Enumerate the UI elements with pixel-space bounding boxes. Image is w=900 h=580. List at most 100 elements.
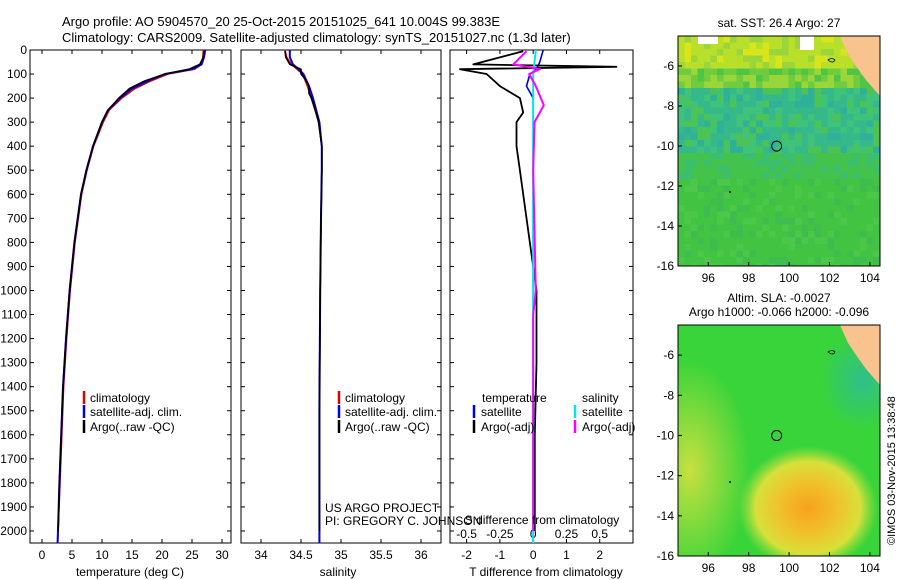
sst-cell — [691, 159, 698, 166]
sst-cell — [762, 198, 769, 205]
sst-cell — [762, 55, 769, 62]
sla-map-title-line1: Altim. SLA: -0.0027 — [727, 291, 831, 305]
sst-cell — [821, 172, 828, 179]
sst-cell — [827, 94, 834, 101]
sst-cell — [697, 88, 704, 95]
sst-cell — [704, 55, 711, 62]
sst-cell — [704, 211, 711, 218]
sst-cell — [853, 159, 860, 166]
sst-cell — [691, 127, 698, 134]
sst-cell — [866, 159, 873, 166]
sst-cell — [860, 179, 867, 186]
sst-cell — [717, 114, 724, 121]
sst-cell — [801, 55, 808, 62]
sst-cell — [678, 62, 685, 69]
sst-cell — [821, 133, 828, 140]
sst-cell — [860, 263, 867, 266]
sst-cell — [782, 107, 789, 114]
sst-cell — [821, 153, 828, 160]
sla-map-title-line2: Argo h1000: -0.066 h2000: -0.096 — [689, 305, 869, 319]
sst-cell — [723, 179, 730, 186]
sst-cell — [749, 88, 756, 95]
sst-cell — [723, 42, 730, 49]
sst-cell — [795, 49, 802, 56]
sst-cell — [795, 94, 802, 101]
sst-cell — [866, 114, 873, 121]
sst-cell — [814, 101, 821, 108]
x-tick-label: -2 — [461, 548, 472, 562]
sst-cell — [775, 211, 782, 218]
sst-cell — [840, 81, 847, 88]
sst-cell — [717, 166, 724, 173]
sst-cell — [782, 55, 789, 62]
sst-cell — [808, 140, 815, 147]
island-contour — [827, 58, 836, 63]
sst-cell — [736, 263, 743, 266]
y-tick-label: 2000 — [0, 524, 27, 538]
sst-cell — [775, 153, 782, 160]
difference-legend: temperature salinity satellite Argo(-adj… — [472, 391, 635, 434]
sst-cell — [717, 179, 724, 186]
sst-cell — [821, 159, 828, 166]
salinity-xlabel: salinity — [320, 565, 357, 579]
sst-cell — [678, 166, 685, 173]
sst-cell — [749, 114, 756, 121]
sst-cell — [801, 127, 808, 134]
sst-cell — [678, 114, 685, 121]
y-tick-label: 100 — [7, 67, 27, 81]
sst-cell — [814, 172, 821, 179]
sst-cell — [775, 36, 782, 43]
sst-cell — [743, 166, 750, 173]
sst-cell — [873, 166, 880, 173]
y-tick-label: 1500 — [0, 404, 27, 418]
sst-cell — [788, 146, 795, 153]
sst-cell — [847, 68, 854, 75]
sst-cell — [827, 244, 834, 251]
sst-cell — [866, 107, 873, 114]
sst-cell — [873, 127, 880, 134]
sst-cell — [684, 120, 691, 127]
sst-cell — [762, 120, 769, 127]
sst-cell — [853, 146, 860, 153]
sst-cell — [847, 185, 854, 192]
map-y-tick-label: -10 — [657, 139, 675, 153]
sst-cell — [873, 218, 880, 225]
sst-cell — [775, 205, 782, 212]
sst-cell — [691, 133, 698, 140]
sst-cell — [808, 153, 815, 160]
map-y-tick-label: -16 — [657, 259, 675, 273]
sst-cell — [736, 49, 743, 56]
y-tick-label: 1400 — [0, 380, 27, 394]
sst-cell — [834, 198, 841, 205]
difference-series — [459, 50, 618, 543]
sst-cell — [756, 172, 763, 179]
sst-cell — [756, 68, 763, 75]
sst-cell — [684, 153, 691, 160]
sla-map-frame — [677, 324, 881, 557]
sst-cell — [860, 114, 867, 121]
sst-cell — [730, 133, 737, 140]
sst-cell — [697, 114, 704, 121]
sst-cell — [749, 218, 756, 225]
sst-cell — [775, 172, 782, 179]
sst-cell — [788, 153, 795, 160]
sst-cell — [769, 166, 776, 173]
sst-cell — [847, 172, 854, 179]
sst-cell — [684, 166, 691, 173]
sst-cell — [782, 68, 789, 75]
sst-cell — [866, 224, 873, 231]
sst-cell — [736, 55, 743, 62]
sst-cell — [840, 146, 847, 153]
sst-cell — [704, 185, 711, 192]
sst-cell — [717, 81, 724, 88]
sst-cell — [814, 42, 821, 49]
sst-cell — [840, 159, 847, 166]
map-x-tick-label: 102 — [819, 561, 839, 575]
sst-cell — [808, 88, 815, 95]
sst-cell — [749, 101, 756, 108]
sst-cell — [762, 101, 769, 108]
island-dot — [729, 191, 731, 193]
sst-cell — [834, 88, 841, 95]
sst-cell — [723, 81, 730, 88]
salinity-panel-frame — [240, 49, 442, 544]
